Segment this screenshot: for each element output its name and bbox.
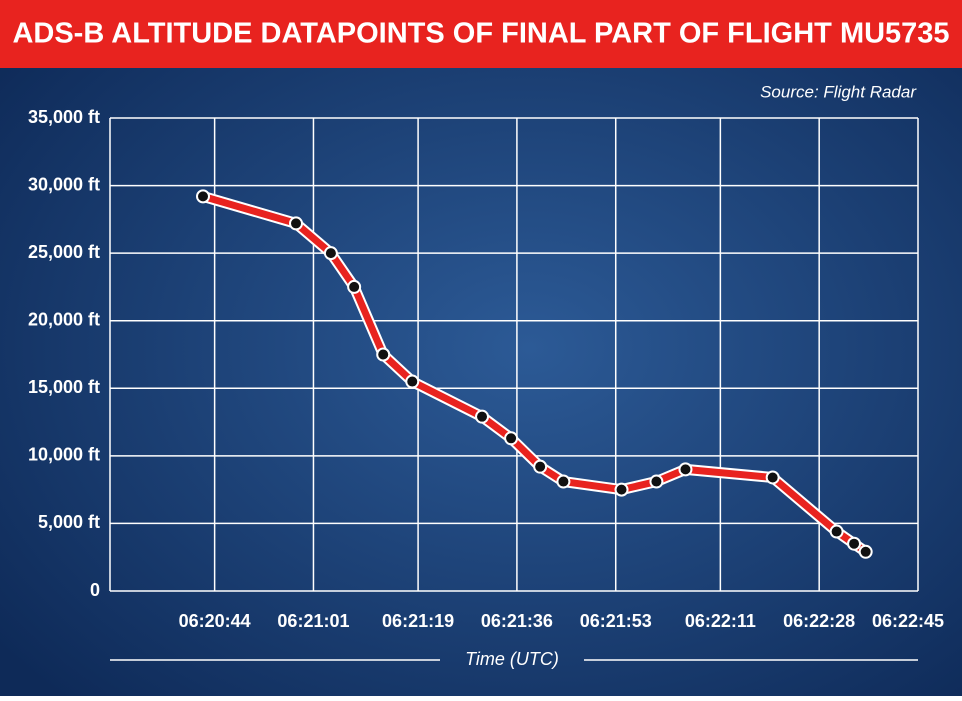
y-tick-label: 15,000 ft xyxy=(28,377,100,397)
point xyxy=(829,524,844,539)
y-tick-label: 25,000 ft xyxy=(28,242,100,262)
point xyxy=(475,409,490,424)
point xyxy=(196,189,211,204)
y-tick-label: 0 xyxy=(90,580,100,600)
x-tick-label: 06:21:36 xyxy=(481,611,553,631)
y-tick-label: 20,000 ft xyxy=(28,309,100,329)
chart-title: ADS-B ALTITUDE DATAPOINTS OF FINAL PART … xyxy=(12,18,949,50)
x-tick-label: 06:21:53 xyxy=(580,611,652,631)
x-tick-label: 06:20:44 xyxy=(179,611,251,631)
header xyxy=(0,0,962,68)
point xyxy=(858,544,873,559)
point xyxy=(289,216,304,231)
point xyxy=(376,347,391,362)
point xyxy=(504,431,519,446)
point xyxy=(847,536,862,551)
point xyxy=(405,374,420,389)
point xyxy=(556,474,571,489)
x-tick-label: 06:21:01 xyxy=(277,611,349,631)
point xyxy=(347,279,362,294)
point xyxy=(678,462,693,477)
y-tick-label: 35,000 ft xyxy=(28,107,100,127)
point xyxy=(323,246,338,261)
x-tick-label: 06:22:28 xyxy=(783,611,855,631)
source: Source: Flight Radar xyxy=(760,82,917,101)
y-tick-label: 5,000 ft xyxy=(38,512,100,532)
x-tick-label: 06:22:11 xyxy=(685,611,756,631)
y-tick-label: 10,000 ft xyxy=(28,445,100,465)
x-axis-label: Time (UTC) xyxy=(465,649,559,669)
y-tick-label: 30,000 ft xyxy=(28,174,100,194)
x-tick-label: 06:22:45 xyxy=(872,611,944,631)
x-tick-label: 06:21:19 xyxy=(382,611,454,631)
point xyxy=(533,459,548,474)
point xyxy=(614,482,629,497)
point xyxy=(765,470,780,485)
point xyxy=(649,474,664,489)
